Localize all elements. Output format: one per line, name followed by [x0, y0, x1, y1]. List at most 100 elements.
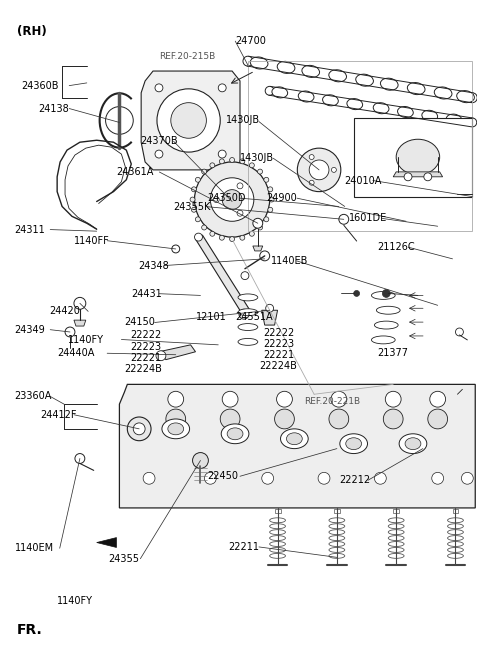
Ellipse shape: [397, 107, 413, 118]
Circle shape: [374, 473, 386, 484]
Circle shape: [171, 103, 206, 138]
Ellipse shape: [372, 291, 395, 299]
Text: 21377: 21377: [378, 348, 408, 357]
Text: 1140FY: 1140FY: [57, 596, 93, 606]
Text: 22222: 22222: [130, 330, 161, 340]
Ellipse shape: [340, 434, 368, 453]
Circle shape: [258, 169, 263, 174]
Ellipse shape: [373, 103, 389, 114]
Bar: [453, 509, 458, 513]
Circle shape: [331, 391, 347, 407]
Ellipse shape: [456, 91, 474, 103]
Text: 22223: 22223: [263, 339, 294, 349]
Text: 22211: 22211: [228, 542, 259, 552]
Ellipse shape: [238, 324, 258, 330]
Ellipse shape: [446, 114, 462, 125]
Text: 22212: 22212: [340, 475, 371, 485]
Ellipse shape: [280, 429, 308, 449]
Circle shape: [229, 158, 235, 162]
Circle shape: [157, 89, 220, 152]
Ellipse shape: [399, 434, 427, 453]
Circle shape: [213, 197, 219, 203]
Ellipse shape: [238, 338, 258, 346]
Polygon shape: [74, 320, 86, 326]
Circle shape: [237, 183, 243, 189]
Circle shape: [265, 86, 274, 95]
Ellipse shape: [221, 424, 249, 444]
Circle shape: [258, 225, 263, 230]
Circle shape: [354, 291, 360, 297]
Circle shape: [204, 473, 216, 484]
Text: 24311: 24311: [14, 224, 46, 234]
Ellipse shape: [227, 428, 243, 440]
Circle shape: [250, 163, 254, 167]
Circle shape: [318, 473, 330, 484]
Circle shape: [192, 207, 196, 213]
Text: 24420: 24420: [49, 307, 80, 316]
Text: 1140FF: 1140FF: [74, 236, 110, 246]
Circle shape: [239, 309, 249, 319]
Bar: [334, 509, 340, 513]
Polygon shape: [253, 246, 263, 251]
Text: 24348: 24348: [138, 261, 169, 271]
Ellipse shape: [374, 321, 398, 329]
Circle shape: [276, 391, 292, 407]
Text: 24138: 24138: [38, 103, 69, 113]
Circle shape: [219, 159, 224, 164]
Circle shape: [253, 218, 263, 228]
Circle shape: [331, 167, 336, 172]
Text: 1430JB: 1430JB: [240, 154, 274, 164]
Circle shape: [268, 207, 273, 213]
Text: 22450: 22450: [207, 471, 238, 481]
Text: 24355: 24355: [108, 553, 139, 564]
Bar: [393, 509, 399, 513]
Circle shape: [269, 197, 274, 202]
Text: 24350D: 24350D: [207, 193, 245, 203]
Text: 1140EM: 1140EM: [14, 544, 54, 553]
Ellipse shape: [238, 294, 258, 301]
Circle shape: [237, 211, 243, 216]
Text: 24412F: 24412F: [41, 410, 77, 420]
Circle shape: [432, 473, 444, 484]
Circle shape: [166, 409, 186, 429]
Circle shape: [192, 187, 196, 192]
Circle shape: [262, 473, 274, 484]
Circle shape: [468, 93, 477, 103]
Text: 1140FY: 1140FY: [68, 334, 104, 344]
Polygon shape: [393, 172, 443, 177]
Ellipse shape: [346, 438, 361, 449]
Circle shape: [220, 409, 240, 429]
Circle shape: [218, 150, 226, 158]
Circle shape: [155, 150, 163, 158]
Circle shape: [218, 84, 226, 92]
Circle shape: [309, 160, 329, 180]
Circle shape: [383, 289, 390, 297]
Circle shape: [172, 245, 180, 253]
Circle shape: [222, 189, 242, 209]
Text: 22222: 22222: [263, 328, 294, 338]
Text: 21126C: 21126C: [378, 242, 415, 252]
Text: 22221: 22221: [130, 353, 161, 363]
Circle shape: [309, 180, 314, 185]
Polygon shape: [262, 310, 277, 325]
Circle shape: [210, 231, 215, 236]
Ellipse shape: [422, 111, 438, 121]
Text: 24551A: 24551A: [235, 312, 273, 322]
Polygon shape: [195, 235, 250, 315]
Circle shape: [202, 225, 206, 230]
Circle shape: [229, 236, 235, 242]
Text: 24349: 24349: [14, 324, 46, 335]
Ellipse shape: [408, 83, 425, 95]
Text: 22221: 22221: [263, 350, 294, 360]
Circle shape: [210, 163, 215, 167]
Circle shape: [241, 271, 249, 279]
Text: 24440A: 24440A: [57, 348, 95, 358]
Circle shape: [192, 453, 208, 469]
Text: REF.20-221B: REF.20-221B: [304, 397, 360, 406]
Circle shape: [240, 235, 245, 240]
Circle shape: [384, 409, 403, 429]
Circle shape: [456, 328, 463, 336]
Circle shape: [430, 391, 445, 407]
Polygon shape: [159, 345, 195, 359]
Bar: [354, 117, 472, 197]
